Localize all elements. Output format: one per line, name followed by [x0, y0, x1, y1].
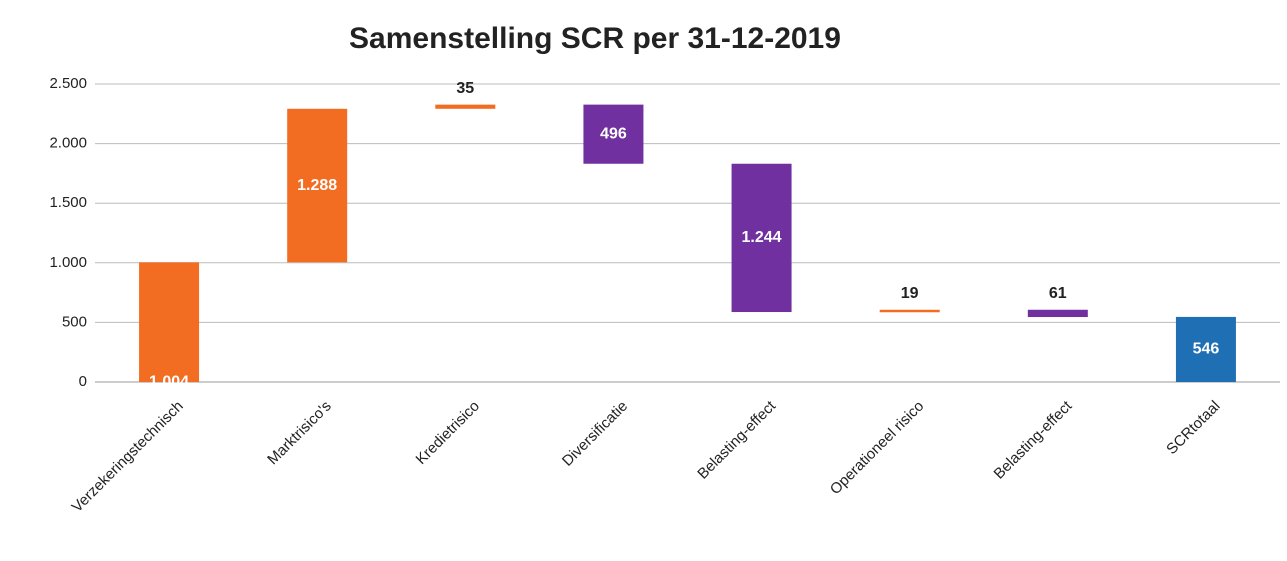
y-tick-label: 1.500: [49, 194, 87, 211]
bar: [1175, 316, 1236, 382]
x-tick-label: Operationeel risico: [827, 398, 927, 498]
x-tick-label: Belasting-effect: [991, 397, 1077, 483]
x-tick-label: Marktrisico's: [264, 398, 335, 469]
y-tick-label: 1.000: [49, 254, 87, 271]
bar: [139, 262, 200, 382]
x-tick-label: Verzekeringstechnisch: [69, 398, 187, 516]
x-tick-label: Kredietrisico: [413, 398, 483, 468]
data-label: 1.004: [149, 373, 189, 390]
x-tick-label: SCRtotaal: [1163, 398, 1223, 458]
chart-title: Samenstelling SCR per 31-12-2019: [349, 22, 841, 55]
data-label: 1.288: [297, 177, 337, 194]
data-label: 546: [1193, 341, 1220, 358]
bar: [1027, 309, 1088, 318]
bar: [879, 309, 940, 313]
data-label: 496: [600, 125, 627, 142]
bar: [583, 104, 644, 164]
x-tick-label: Belasting-effect: [694, 397, 780, 483]
data-label: 1.244: [742, 229, 782, 246]
y-tick-label: 2.500: [49, 75, 87, 92]
bar: [435, 104, 496, 109]
y-tick-label: 500: [62, 313, 87, 330]
bar: [731, 163, 792, 313]
y-tick-label: 2.000: [49, 135, 87, 152]
data-label: 35: [456, 80, 474, 97]
x-tick-label: Diversificatie: [559, 398, 631, 470]
bar: [287, 108, 348, 263]
data-label: 19: [901, 285, 919, 302]
data-label: 61: [1049, 285, 1067, 302]
y-tick-label: 0: [79, 373, 87, 390]
